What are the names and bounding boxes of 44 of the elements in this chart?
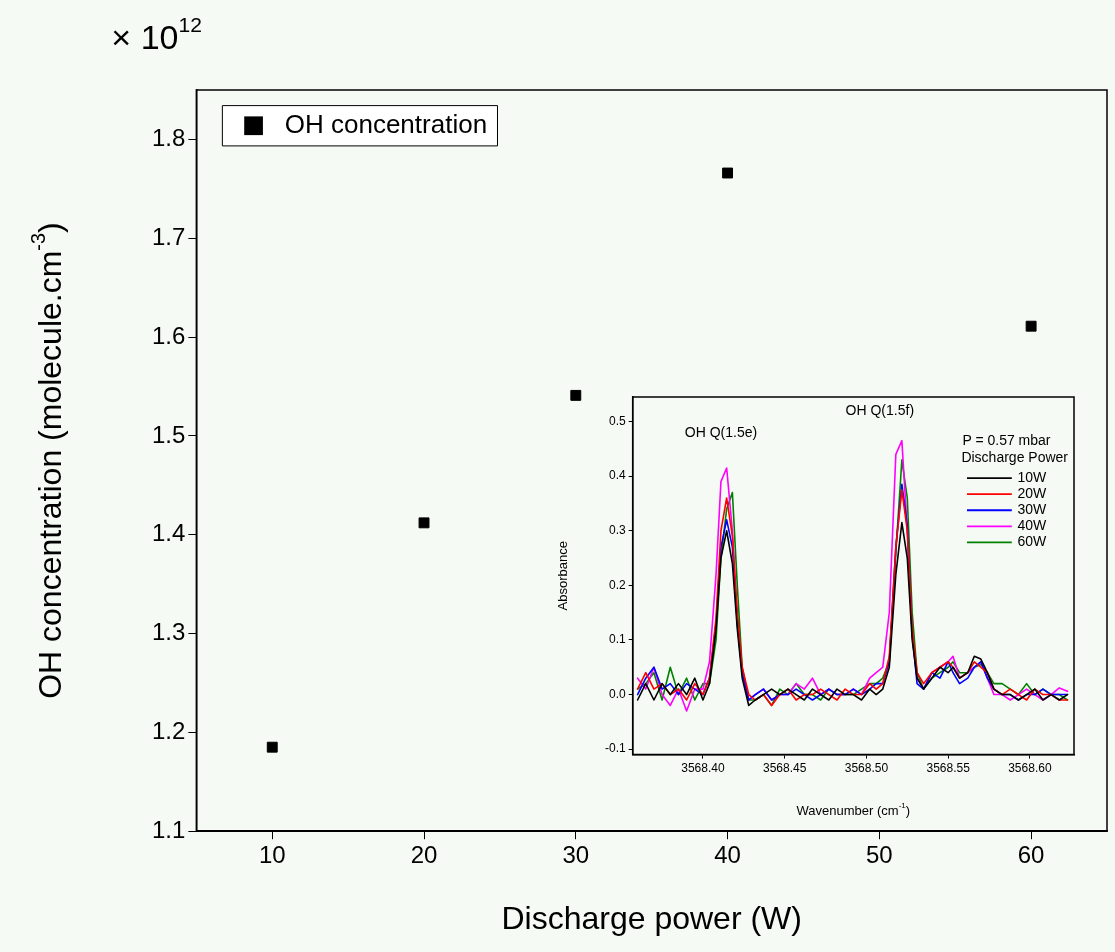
x-tick-label: 60: [1017, 841, 1045, 869]
y-tick-label: 1.4: [151, 519, 186, 547]
point: [722, 167, 734, 179]
legend-label: 40W: [1017, 517, 1047, 534]
legend-label: 20W: [1017, 485, 1047, 502]
y-tick-label: 1.6: [151, 321, 186, 349]
point: [1025, 320, 1037, 332]
x-tick-label: 3568.45: [762, 761, 807, 776]
legend-title: Discharge Power: [961, 449, 1069, 466]
legend-label: 60W: [1017, 533, 1047, 550]
y-axis-title: OH concentration (molecule.cm-3): [26, 222, 68, 699]
x-tick-label: 30: [562, 841, 590, 869]
y-tick-label: 0.4: [608, 468, 626, 483]
legend-label: 30W: [1017, 501, 1047, 518]
x-tick-label: 10: [258, 841, 286, 869]
y-axis-title: Absorbance: [554, 541, 570, 611]
x-tick-label: 50: [865, 841, 893, 869]
x-axis-title: Discharge power (W): [501, 899, 802, 936]
y-tick-label: 1.7: [151, 222, 186, 250]
y-tick-label: 1.1: [151, 815, 186, 843]
x-tick-label: 3568.40: [681, 761, 725, 776]
point: [266, 741, 278, 753]
y-tick-label: 0.0: [608, 686, 626, 701]
y-tick-label: 0.5: [608, 413, 626, 428]
y-tick-label: -0.1: [604, 741, 626, 756]
legend-label: OH concentration: [284, 108, 488, 139]
annotation: P = 0.57 mbar: [962, 432, 1051, 449]
y-tick-label: 1.3: [151, 618, 186, 646]
x-tick-label: 3568.60: [1008, 761, 1052, 776]
y-tick-label: 0.1: [608, 632, 626, 647]
y-tick-label: 1.5: [151, 420, 186, 448]
y-tick-label: 1.2: [151, 717, 186, 744]
x-tick-label: 40: [714, 841, 741, 869]
point: [570, 389, 582, 401]
y-tick-label: 1.8: [151, 124, 186, 152]
annotation: OH Q(1.5e): [684, 423, 758, 440]
point: [418, 517, 430, 529]
legend-label: 10W: [1017, 468, 1047, 485]
annotation: OH Q(1.5f): [845, 402, 915, 419]
y-tick-label: 0.3: [608, 523, 626, 538]
x-tick-label: 20: [410, 841, 438, 869]
x-tick-label: 3568.55: [926, 761, 971, 776]
y-tick-label: 0.2: [608, 577, 626, 592]
x-tick-label: 3568.50: [844, 761, 889, 776]
